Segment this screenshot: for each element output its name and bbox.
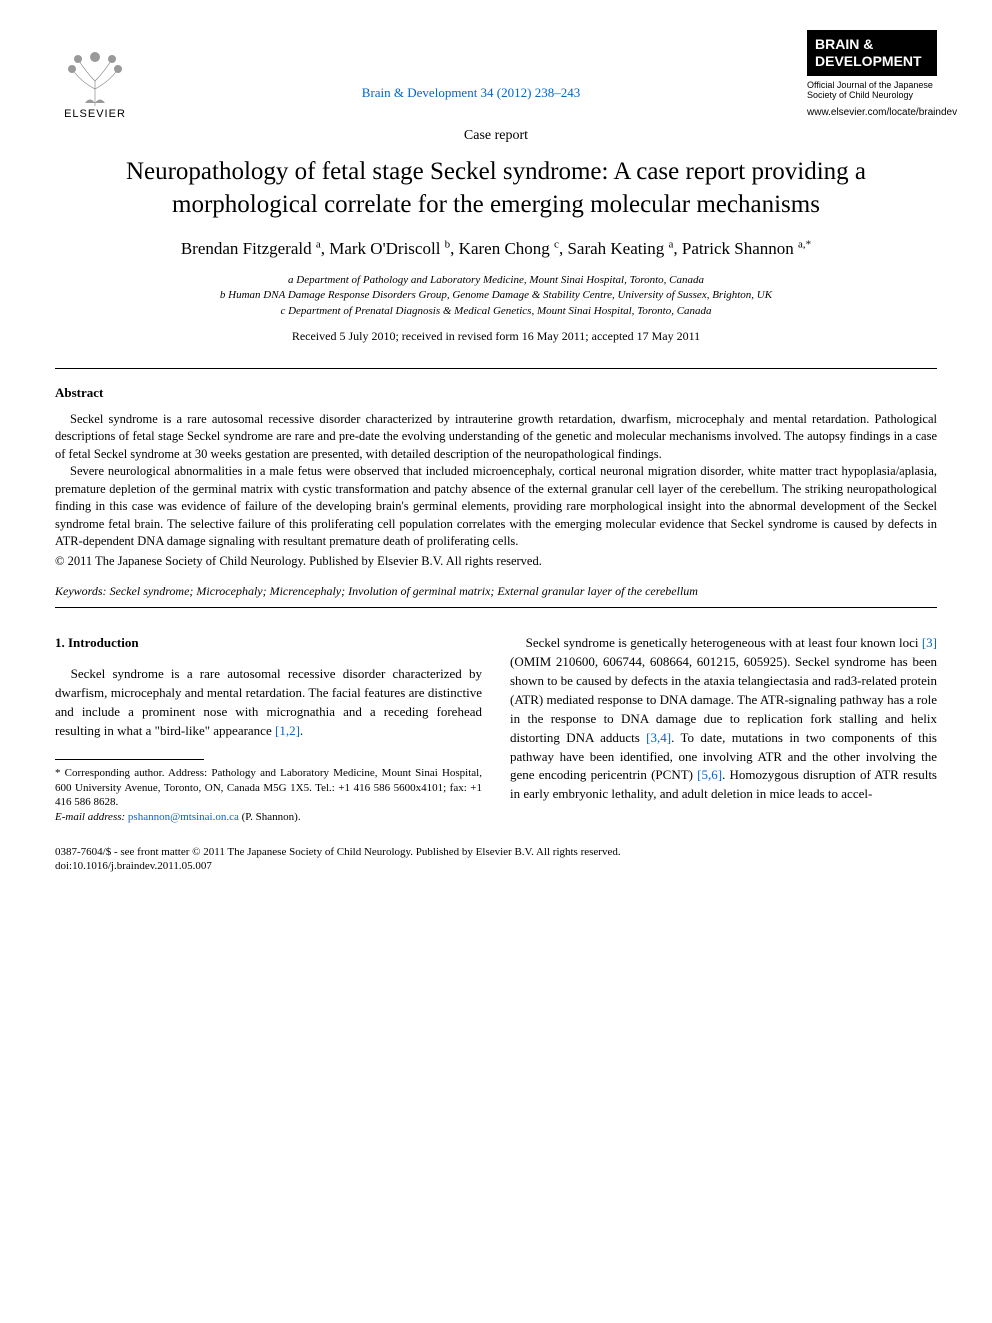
intro-para-2: Seckel syndrome is genetically heterogen… (510, 634, 937, 804)
elsevier-tree-icon (60, 51, 130, 106)
affiliation-b: b Human DNA Damage Response Disorders Gr… (55, 288, 937, 303)
article-body: 1. Introduction Seckel syndrome is a rar… (55, 634, 937, 825)
corresponding-footnote: * Corresponding author. Address: Patholo… (55, 766, 482, 825)
keywords: Keywords: Seckel syndrome; Microcephaly;… (55, 584, 937, 599)
footer-doi: doi:10.1016/j.braindev.2011.05.007 (55, 859, 937, 873)
page-header: ELSEVIER Brain & Development 34 (2012) 2… (55, 30, 937, 120)
keywords-text: Seckel syndrome; Microcephaly; Micrencep… (110, 584, 698, 598)
divider-bottom (55, 607, 937, 608)
email-label: E-mail address: (55, 811, 125, 823)
article-title: Neuropathology of fetal stage Seckel syn… (75, 156, 917, 221)
author-list: Brendan Fitzgerald a, Mark O'Driscoll b,… (55, 237, 937, 261)
affiliations: a Department of Pathology and Laboratory… (55, 273, 937, 319)
ref-link-3-4[interactable]: [3,4] (646, 730, 671, 745)
publisher-logo: ELSEVIER (55, 30, 135, 120)
abstract-body: Seckel syndrome is a rare autosomal rece… (55, 411, 937, 551)
journal-subtitle: Official Journal of the Japanese Society… (807, 80, 937, 102)
journal-badge-line2: DEVELOPMENT (815, 53, 929, 70)
column-right: Seckel syndrome is genetically heterogen… (510, 634, 937, 825)
affiliation-a: a Department of Pathology and Laboratory… (55, 273, 937, 288)
journal-url[interactable]: www.elsevier.com/locate/braindev (807, 107, 937, 118)
email-person: (P. Shannon). (242, 811, 301, 823)
intro-para-1: Seckel syndrome is a rare autosomal rece… (55, 665, 482, 740)
ref-link-1-2[interactable]: [1,2] (275, 723, 300, 738)
journal-citation: Brain & Development 34 (2012) 238–243 (135, 30, 807, 101)
footer-copyright: 0387-7604/$ - see front matter © 2011 Th… (55, 845, 937, 859)
publisher-name: ELSEVIER (64, 108, 126, 120)
column-left: 1. Introduction Seckel syndrome is a rar… (55, 634, 482, 825)
article-dates: Received 5 July 2010; received in revise… (55, 329, 937, 344)
intro-text-post: . (300, 723, 303, 738)
email-line: E-mail address: pshannon@mtsinai.on.ca (… (55, 810, 482, 825)
abstract-label: Abstract (55, 385, 937, 401)
ref-link-3[interactable]: [3] (922, 635, 937, 650)
abstract-para-1: Seckel syndrome is a rare autosomal rece… (55, 411, 937, 464)
email-link[interactable]: pshannon@mtsinai.on.ca (128, 811, 239, 823)
journal-badge-line1: BRAIN & (815, 36, 929, 53)
page-footer: 0387-7604/$ - see front matter © 2011 Th… (55, 845, 937, 874)
col2-text-a: Seckel syndrome is genetically heterogen… (526, 635, 922, 650)
divider-top (55, 368, 937, 369)
section-1-heading: 1. Introduction (55, 634, 482, 653)
affiliation-c: c Department of Prenatal Diagnosis & Med… (55, 304, 937, 319)
ref-link-5-6[interactable]: [5,6] (697, 767, 722, 782)
journal-citation-link[interactable]: Brain & Development 34 (2012) 238–243 (362, 85, 580, 100)
abstract-copyright: © 2011 The Japanese Society of Child Neu… (55, 553, 937, 571)
intro-text-pre: Seckel syndrome is a rare autosomal rece… (55, 666, 482, 738)
footnote-rule (55, 759, 204, 760)
keywords-label: Keywords: (55, 584, 107, 598)
journal-badge: BRAIN & DEVELOPMENT (807, 30, 937, 76)
abstract-para-2: Severe neurological abnormalities in a m… (55, 463, 937, 551)
article-type: Case report (55, 128, 937, 144)
journal-branding: BRAIN & DEVELOPMENT Official Journal of … (807, 30, 937, 118)
corresponding-text: * Corresponding author. Address: Patholo… (55, 766, 482, 811)
